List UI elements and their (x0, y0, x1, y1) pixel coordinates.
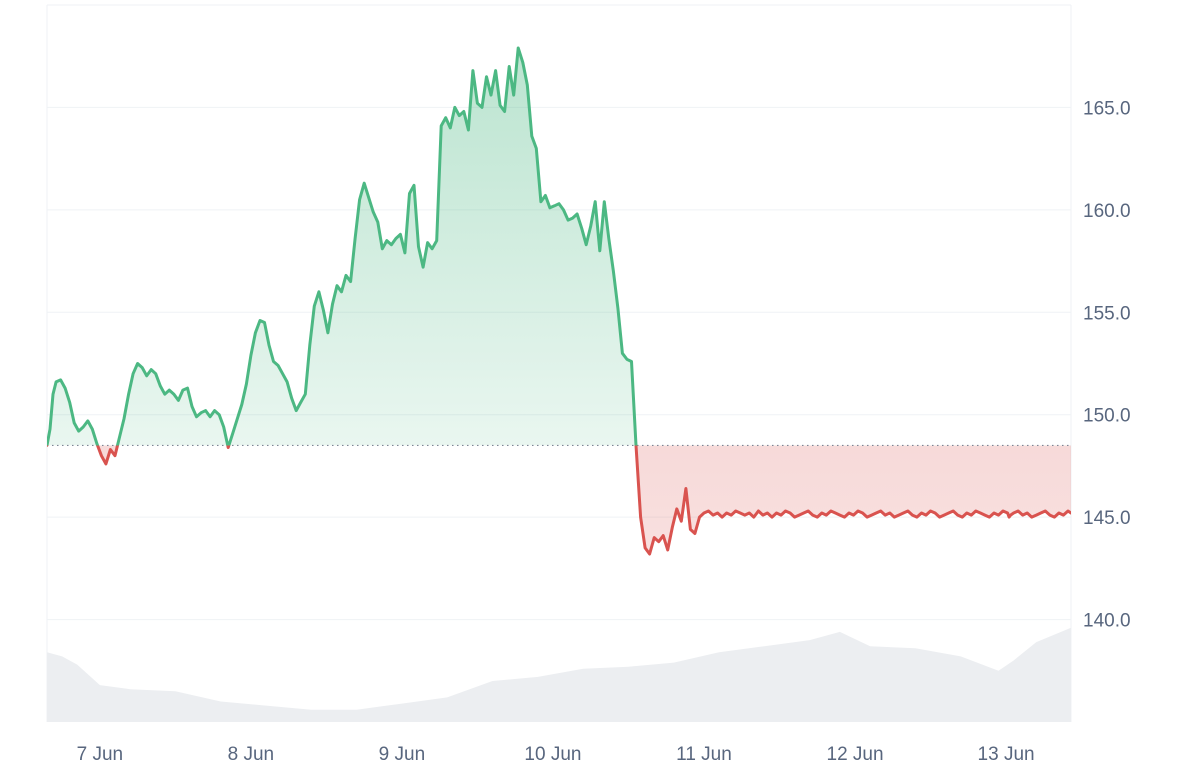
price-fill-layer (47, 48, 1071, 554)
y-tick-label: 150.0 (1083, 406, 1131, 427)
x-tick-label: 7 Jun (77, 744, 123, 765)
price-area-above (47, 48, 1071, 446)
x-tick-label: 10 Jun (524, 744, 581, 765)
volume-area-layer (47, 627, 1071, 722)
x-tick-label: 13 Jun (978, 744, 1035, 765)
y-tick-label: 160.0 (1083, 201, 1131, 222)
price-line-below (47, 445, 1071, 556)
x-tick-label: 9 Jun (379, 744, 425, 765)
y-tick-label: 155.0 (1083, 303, 1131, 324)
x-tick-label: 11 Jun (676, 744, 732, 765)
x-axis-ticks: 7 Jun 8 Jun 9 Jun 10 Jun 11 Jun 12 Jun 13 Jun (77, 744, 1035, 765)
y-axis-ticks: 140.0 145.0 150.0 155.0 160.0 165.0 (1083, 98, 1131, 631)
y-tick-label: 165.0 (1083, 98, 1131, 119)
price-line-layer (47, 46, 1071, 556)
y-tick-label: 140.0 (1083, 611, 1131, 632)
x-tick-label: 12 Jun (827, 744, 884, 765)
volume-area (47, 627, 1071, 722)
y-tick-label: 145.0 (1083, 508, 1131, 529)
price-line-above (47, 46, 638, 446)
x-tick-label: 8 Jun (228, 744, 274, 765)
price-area-below (97, 445, 1071, 554)
